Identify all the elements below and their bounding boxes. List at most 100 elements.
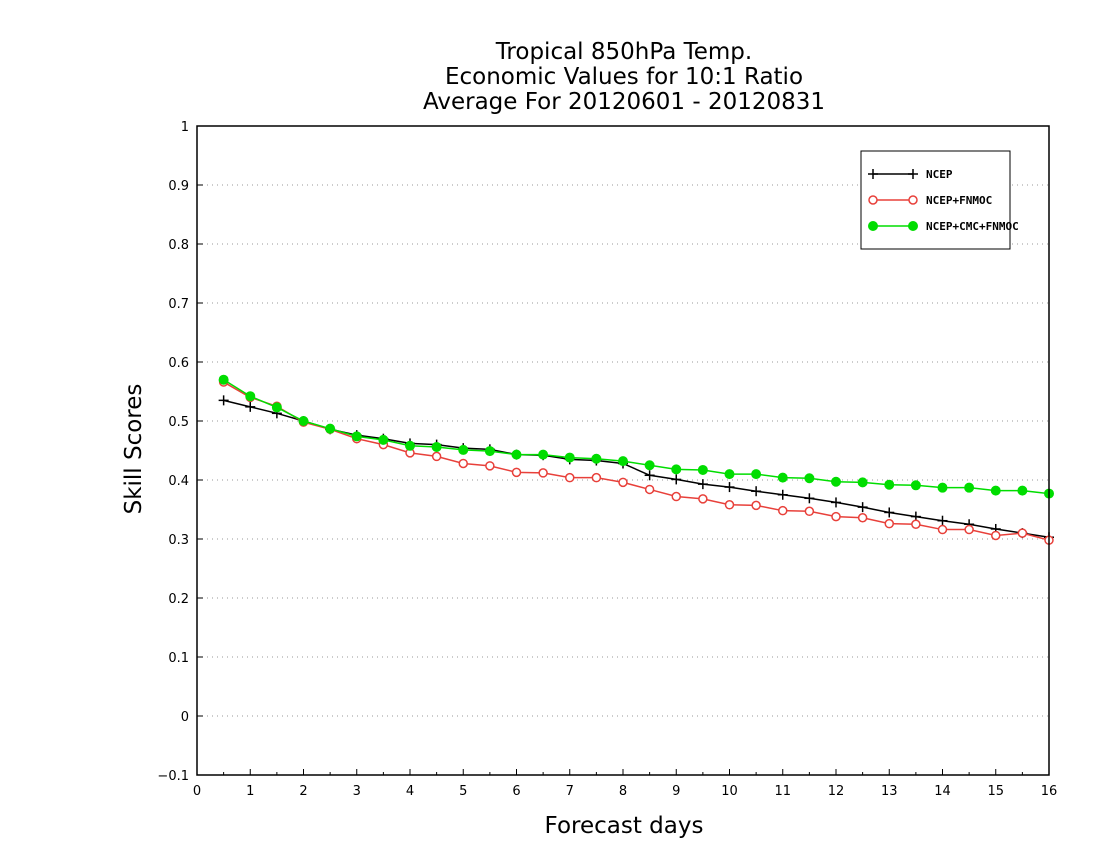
y-tick-label: 0.8 [168, 238, 189, 253]
data-point [271, 402, 282, 413]
data-point [591, 472, 602, 483]
y-tick-label: 0.4 [168, 474, 189, 489]
data-point [671, 464, 682, 475]
x-tick-label: 1 [246, 784, 254, 799]
x-axis-ticks: 0 1 2 3 4 5 6 7 8 9 10 11 12 13 14 15 16 [193, 769, 1057, 799]
x-axis-label: Forecast days [545, 813, 704, 839]
y-tick-label: 0.9 [168, 179, 189, 194]
series-line [223, 379, 1050, 495]
data-point [990, 485, 1001, 496]
x-tick-label: 12 [828, 784, 845, 799]
title-line-3: Average For 20120601 - 20120831 [423, 89, 825, 115]
data-point [884, 518, 894, 529]
data-point [991, 530, 1001, 541]
data-point [964, 524, 974, 535]
legend-entry: NCEP+CMC+FNMOC [868, 220, 1019, 233]
data-point [937, 524, 948, 535]
legend-label: NCEP [926, 168, 953, 181]
data-point [868, 221, 878, 231]
data-point [908, 195, 918, 205]
data-point [697, 464, 708, 475]
data-point [431, 451, 442, 462]
data-point [778, 505, 788, 516]
data-point [644, 484, 655, 495]
data-point [245, 391, 256, 402]
legend-label: NCEP+CMC+FNMOC [926, 220, 1019, 233]
data-point [724, 469, 735, 480]
y-tick-label: 0.7 [168, 297, 189, 312]
x-tick-label: 5 [459, 784, 467, 799]
gridlines [197, 184, 1049, 717]
data-point [405, 440, 415, 451]
data-point [1017, 528, 1028, 538]
data-point [431, 441, 442, 452]
data-point [884, 479, 895, 490]
data-point [218, 374, 229, 385]
x-tick-label: 11 [774, 784, 791, 799]
data-point [751, 500, 761, 511]
y-tick-label: 1 [181, 120, 189, 135]
x-tick-label: 14 [934, 784, 951, 799]
y-axis-ticks: −0.1 0 0.1 0.2 0.3 0.4 0.5 0.6 0.7 0.8 0.9 1 [157, 120, 203, 784]
data-point [564, 452, 575, 463]
data-point [831, 476, 841, 487]
data-point [937, 482, 948, 493]
series-ncep-fnmoc [218, 377, 1054, 545]
data-point [484, 446, 495, 457]
data-point [644, 460, 655, 471]
y-tick-label: −0.1 [157, 769, 189, 784]
legend-label: NCEP+FNMOC [926, 194, 992, 207]
legend: NCEP NCEP+FNMOC NCEP+CMC+FNMOC [860, 150, 1019, 250]
data-point [857, 477, 868, 488]
data-point [458, 458, 468, 469]
x-tick-label: 13 [881, 784, 898, 799]
x-tick-label: 16 [1041, 784, 1058, 799]
data-point [910, 480, 921, 491]
series-layer [218, 374, 1054, 545]
data-point [565, 472, 575, 483]
y-tick-label: 0.2 [168, 592, 189, 607]
title-line-2: Economic Values for 10:1 Ratio [445, 64, 803, 90]
legend-entry: NCEP [868, 168, 953, 181]
series-ncep-cmc-fnmoc [218, 374, 1054, 499]
data-point [378, 434, 389, 445]
x-tick-label: 15 [987, 784, 1004, 799]
data-point [911, 519, 921, 529]
series-ncep [218, 395, 1054, 543]
data-point [511, 449, 522, 460]
y-tick-label: 0.1 [168, 651, 189, 666]
y-tick-label: 0.6 [168, 356, 189, 371]
x-tick-label: 6 [512, 784, 520, 799]
data-point [857, 513, 868, 523]
y-tick-label: 0.5 [168, 415, 189, 430]
x-tick-label: 10 [721, 784, 738, 799]
data-point [751, 469, 762, 480]
x-tick-label: 0 [193, 784, 201, 799]
legend-entry: NCEP+FNMOC [868, 194, 992, 207]
data-point [831, 511, 841, 522]
data-point [351, 431, 362, 442]
data-point [777, 472, 788, 483]
data-point [591, 453, 602, 464]
data-point [868, 195, 878, 205]
x-tick-label: 2 [299, 784, 307, 799]
data-point [671, 491, 681, 502]
x-tick-label: 3 [353, 784, 361, 799]
data-point [698, 494, 708, 504]
y-tick-label: 0.3 [168, 533, 189, 548]
data-point [964, 482, 975, 493]
x-tick-label: 4 [406, 784, 414, 799]
data-point [804, 473, 815, 484]
series-line [223, 381, 1050, 541]
data-point [511, 467, 522, 478]
data-point [1017, 485, 1028, 496]
data-point [458, 444, 469, 455]
data-point [724, 500, 735, 510]
x-tick-label: 7 [566, 784, 574, 799]
data-point [908, 221, 918, 231]
data-point [538, 468, 548, 478]
y-axis-label: Skill Scores [121, 384, 147, 515]
data-point [298, 416, 309, 426]
chart-title: Tropical 850hPa Temp. Economic Values fo… [423, 39, 825, 115]
